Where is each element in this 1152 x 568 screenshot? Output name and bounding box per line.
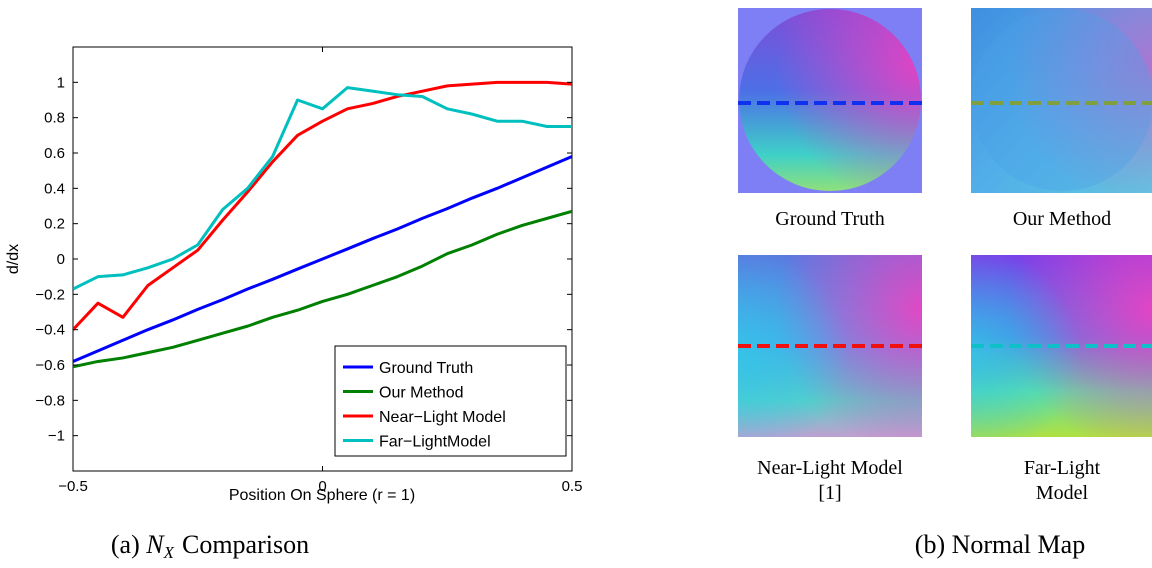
panel-label: Far-Light xyxy=(1024,457,1101,479)
plot-area xyxy=(73,80,572,369)
x-tick-label: 0 xyxy=(318,478,326,495)
series-line xyxy=(73,209,572,369)
series-line xyxy=(73,155,572,363)
panel-label: [1] xyxy=(818,482,841,504)
y-tick-label: 0.6 xyxy=(44,145,65,162)
caption-a: (a) NX Comparison xyxy=(111,530,309,562)
legend-label: Near−Light Model xyxy=(379,409,506,426)
y-axis-label: d/dx xyxy=(5,244,22,274)
x-tick-label: −0.5 xyxy=(58,478,88,495)
legend-box xyxy=(334,345,567,457)
caption-rest: Normal Map xyxy=(952,530,1086,559)
y-tick-label: 1 xyxy=(57,74,65,91)
y-tick-label: 0.2 xyxy=(44,216,65,233)
y-tick-label: 0 xyxy=(57,251,65,268)
caption-prefix: (a) xyxy=(111,530,140,559)
y-tick-label: −0.8 xyxy=(35,392,65,409)
series-line xyxy=(73,80,572,331)
y-tick-label: −0.6 xyxy=(35,357,65,374)
caption-symbol: N xyxy=(145,530,165,559)
legend-label: Ground Truth xyxy=(379,360,473,377)
panel-label: Ground Truth xyxy=(775,208,884,230)
caption-rest: Comparison xyxy=(182,530,309,559)
image-near-light xyxy=(738,255,922,437)
y-tick-label: 0.4 xyxy=(44,180,65,197)
legend-label: Far−LightModel xyxy=(379,434,491,451)
x-tick-label: 0.5 xyxy=(562,478,583,495)
legend-label: Our Method xyxy=(379,385,463,402)
caption-subscript: X xyxy=(163,543,175,562)
legend: Ground Truth Our Method Near−Light Model Fa… xyxy=(334,345,567,457)
panel-label: Model xyxy=(1036,482,1089,504)
image-far-light xyxy=(971,255,1152,437)
y-tick-label: 0.8 xyxy=(44,110,65,127)
caption-prefix: (b) xyxy=(915,530,945,559)
y-tick-label: −1 xyxy=(48,428,65,445)
image-our-method xyxy=(971,8,1152,193)
x-axis-label: Position On Sphere (r = 1) xyxy=(229,487,415,504)
y-tick-label: −0.4 xyxy=(35,322,65,339)
panel-label: Our Method xyxy=(1013,208,1111,230)
panel-label: Near-Light Model xyxy=(757,457,903,479)
y-tick-label: −0.2 xyxy=(35,286,65,303)
image-ground-truth xyxy=(738,8,922,193)
caption-b: (b) Normal Map xyxy=(915,530,1085,559)
series-line xyxy=(73,86,572,291)
